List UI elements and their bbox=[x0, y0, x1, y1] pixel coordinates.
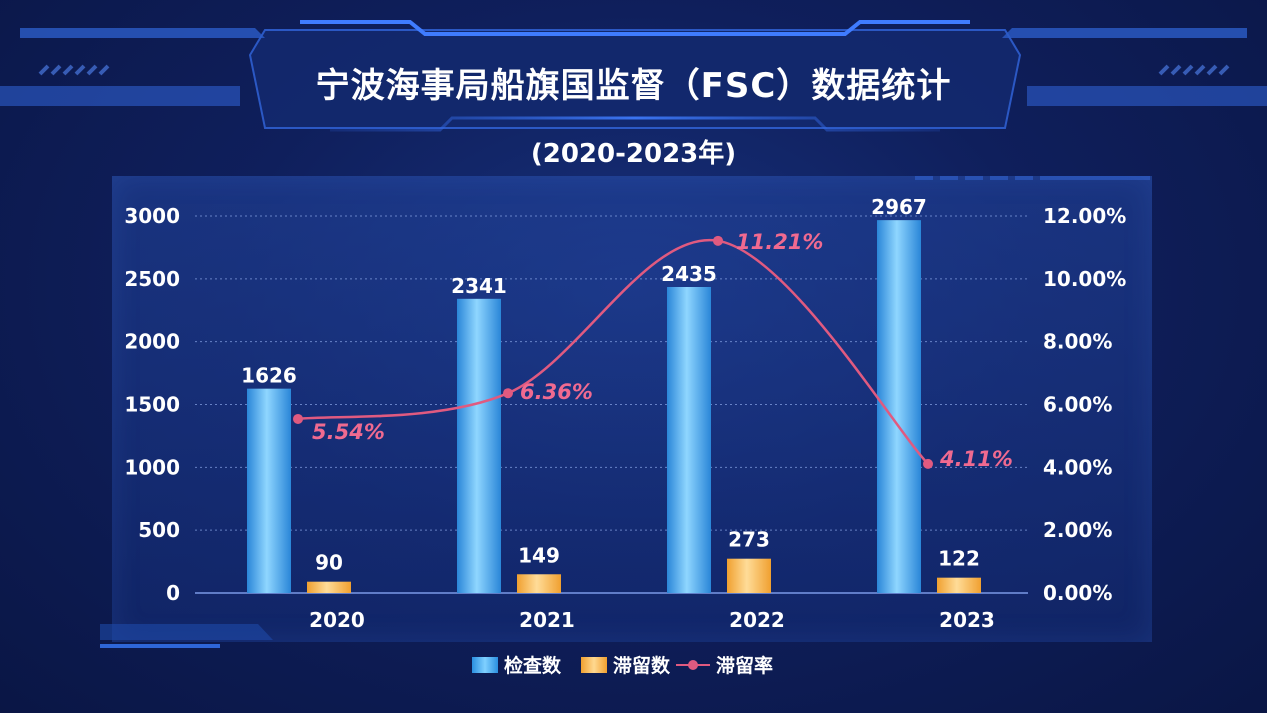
panel-corner-ornament bbox=[100, 624, 273, 648]
y-left-tick-label: 3000 bbox=[124, 204, 180, 228]
data-label-inspections: 2435 bbox=[661, 262, 717, 286]
legend-swatch-inspections bbox=[472, 656, 498, 673]
legend-swatch-rate bbox=[676, 658, 711, 672]
y-left-tick-label: 500 bbox=[138, 518, 180, 542]
x-tick-label: 2021 bbox=[519, 608, 575, 632]
x-tick-label: 2020 bbox=[309, 608, 365, 632]
bar-detentions bbox=[937, 577, 981, 593]
y-left-tick-label: 1500 bbox=[124, 393, 180, 417]
y-right-tick-label: 6.00% bbox=[1043, 393, 1112, 417]
y-left-tick-label: 2500 bbox=[124, 267, 180, 291]
y-right-tick-label: 0.00% bbox=[1043, 581, 1112, 605]
data-label-detentions: 273 bbox=[728, 528, 770, 552]
rate-point bbox=[923, 458, 933, 469]
data-label-inspections: 2341 bbox=[451, 274, 507, 298]
y-right-tick-label: 4.00% bbox=[1043, 455, 1112, 479]
rate-point bbox=[293, 413, 303, 424]
bar-inspections bbox=[247, 388, 291, 593]
legend-swatch-detentions bbox=[581, 656, 608, 673]
bar-inspections bbox=[667, 287, 711, 593]
y-right-tick-label: 10.00% bbox=[1043, 267, 1126, 291]
legend-item-rate: 滞留率 bbox=[676, 651, 773, 678]
y-left-tick-label: 1000 bbox=[124, 455, 180, 479]
legend-item-inspections: 检查数 bbox=[472, 651, 561, 678]
bar-inspections bbox=[457, 298, 501, 593]
data-label-detentions: 122 bbox=[938, 547, 980, 571]
data-label-rate: 5.54% bbox=[312, 420, 385, 444]
data-label-detentions: 149 bbox=[518, 543, 560, 567]
y-right-tick-label: 12.00% bbox=[1043, 204, 1126, 228]
legend-label-inspections: 检查数 bbox=[504, 655, 562, 677]
header-ornament bbox=[0, 20, 1267, 180]
y-left-tick-label: 0 bbox=[166, 581, 180, 605]
data-label-inspections: 1626 bbox=[241, 364, 297, 388]
legend-label-detentions: 滞留数 bbox=[613, 655, 671, 677]
y-right-tick-label: 2.00% bbox=[1043, 518, 1112, 542]
y-right-tick-label: 8.00% bbox=[1043, 330, 1112, 354]
chart-title: 宁波海事局船旗国监督（FSC）数据统计 bbox=[315, 66, 952, 106]
data-label-rate: 11.21% bbox=[736, 230, 823, 254]
x-tick-label: 2022 bbox=[729, 608, 785, 632]
data-label-detentions: 90 bbox=[315, 551, 343, 575]
bar-detentions bbox=[307, 581, 351, 593]
chart-legend: 检查数 滞留数 滞留率 bbox=[472, 651, 779, 678]
rate-point bbox=[503, 388, 513, 399]
chart-subtitle: (2020-2023年) bbox=[530, 139, 737, 169]
legend-label-rate: 滞留率 bbox=[716, 655, 774, 677]
rate-point bbox=[713, 235, 723, 246]
data-label-rate: 4.11% bbox=[939, 447, 1013, 471]
data-label-inspections: 2967 bbox=[871, 195, 927, 219]
legend-item-detentions: 滞留数 bbox=[581, 651, 670, 678]
data-label-rate: 6.36% bbox=[520, 380, 593, 404]
rate-line bbox=[297, 238, 929, 465]
bar-detentions bbox=[517, 574, 561, 593]
bar-detentions bbox=[727, 558, 771, 593]
y-left-tick-label: 2000 bbox=[124, 330, 180, 354]
x-tick-label: 2023 bbox=[939, 608, 995, 632]
